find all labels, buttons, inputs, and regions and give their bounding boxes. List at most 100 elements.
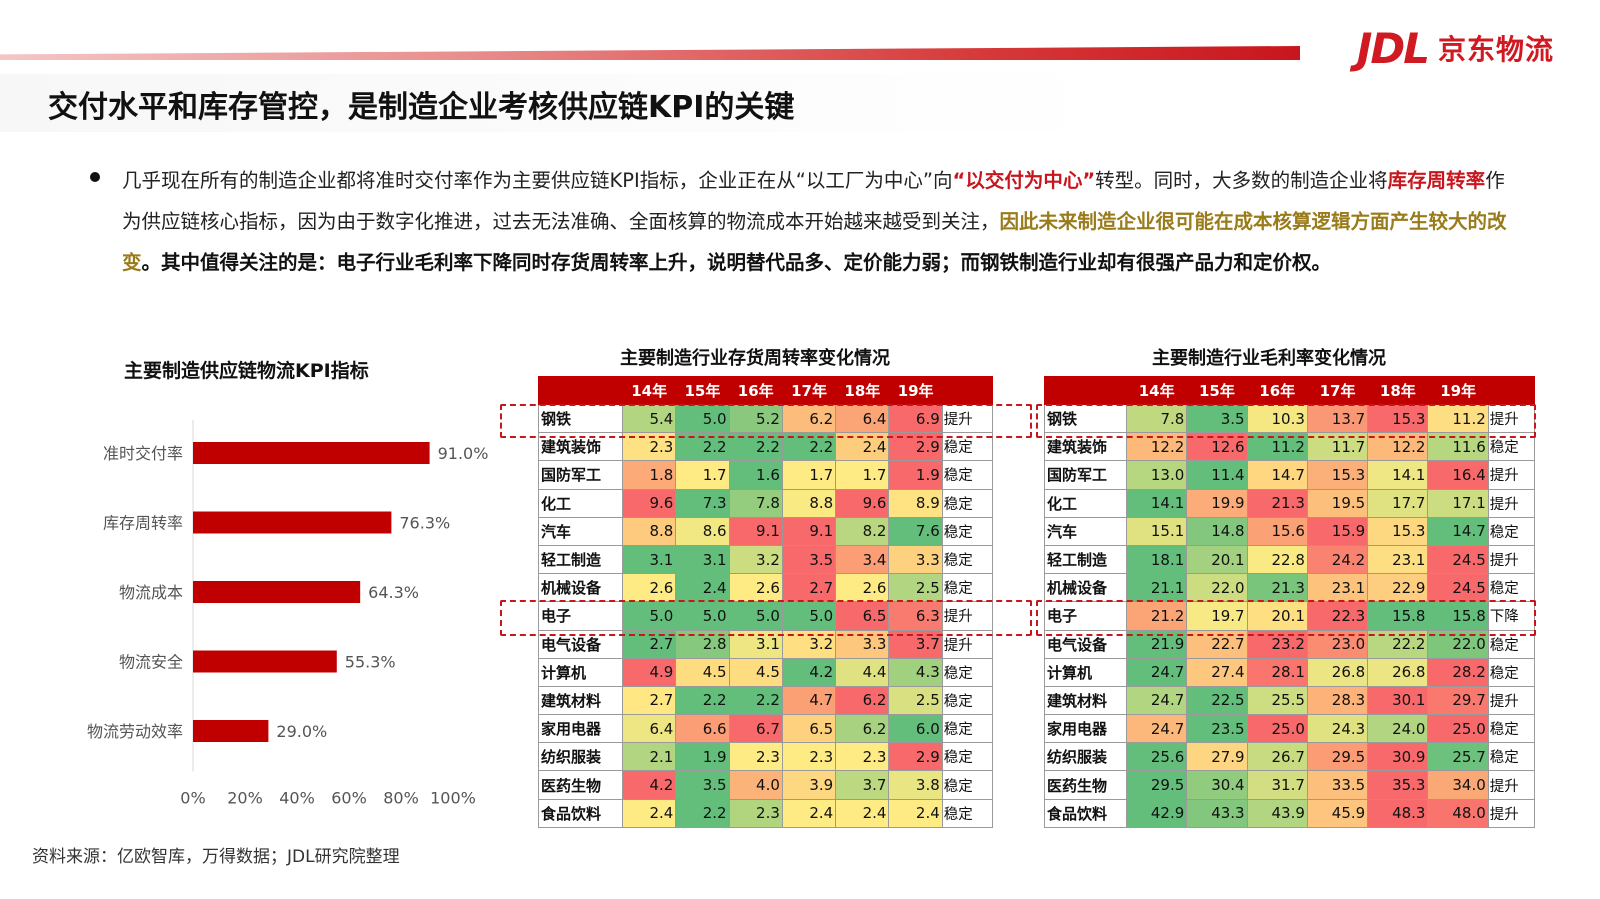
value-cell: 15.3	[1367, 516, 1429, 546]
row-name-cell: 化工	[1044, 488, 1127, 518]
value-cell: 1.7	[835, 460, 890, 490]
header-year-cell: 16年	[1246, 376, 1308, 405]
category-label: 物流劳动效率	[87, 722, 183, 741]
value-cell: 5.0	[675, 601, 730, 631]
trend-cell: 稳定	[941, 685, 993, 716]
value-cell: 2.2	[675, 685, 730, 716]
value-cell: 24.5	[1427, 573, 1489, 603]
table-row: 纺织服装 2.1 1.9 2.3 2.3 2.3 2.9 稳定	[538, 742, 993, 772]
value-cell: 4.7	[781, 685, 837, 716]
value-cell: 20.1	[1186, 544, 1248, 575]
value-cell: 22.5	[1186, 685, 1248, 716]
value-cell: 3.4	[835, 544, 890, 575]
value-cell: 3.5	[675, 770, 730, 800]
value-cell: 2.6	[621, 573, 677, 603]
header-year-cell: 15年	[675, 376, 730, 405]
x-tick-label: 40%	[279, 789, 315, 808]
table-row: 汽车 8.8 8.6 9.1 9.1 8.2 7.6 稳定	[538, 516, 993, 546]
value-cell: 2.5	[888, 685, 943, 716]
kpi-bar-chart: 准时交付率 91.0% 库存周转率 76.3% 物流成本 64.3% 物流安全 55.3% 物流…	[87, 420, 488, 808]
value-cell: 25.6	[1125, 742, 1188, 772]
value-cell: 14.7	[1427, 516, 1489, 546]
value-cell: 15.6	[1246, 516, 1308, 546]
row-name-cell: 建筑材料	[538, 685, 623, 716]
header-cell-trend	[941, 376, 993, 405]
row-name-cell: 机械设备	[538, 573, 623, 603]
value-cell: 14.7	[1246, 460, 1308, 490]
value-cell: 45.9	[1306, 798, 1369, 828]
table-row: 计算机 24.7 27.4 28.1 26.8 26.8 28.2 稳定	[1044, 657, 1535, 687]
category-label: 库存周转率	[103, 514, 183, 533]
x-tick-label: 80%	[383, 789, 419, 808]
table-row: 化工 14.1 19.9 21.3 19.5 17.7 17.1 提升	[1044, 488, 1535, 518]
row-name-cell: 纺织服装	[1044, 742, 1127, 772]
value-cell: 12.2	[1367, 432, 1429, 462]
value-cell: 8.6	[675, 516, 730, 546]
value-cell: 5.0	[781, 601, 837, 631]
brand-name: 京东物流	[1437, 33, 1554, 66]
table-row: 家用电器 6.4 6.6 6.7 6.5 6.2 6.0 稳定	[538, 714, 993, 744]
value-cell: 7.8	[1125, 403, 1188, 434]
trend-cell: 稳定	[941, 573, 993, 603]
trend-cell: 稳定	[941, 657, 993, 687]
row-name-cell: 钢铁	[1044, 403, 1127, 434]
table-row: 计算机 4.9 4.5 4.5 4.2 4.4 4.3 稳定	[538, 657, 993, 687]
value-cell: 15.8	[1367, 601, 1429, 631]
brand-mark: JDL	[1356, 23, 1430, 73]
header-year-cell: 17年	[1306, 376, 1369, 405]
table-header-row: 14年 15年 16年 17年 18年 19年	[538, 376, 993, 405]
data-label: 29.0%	[276, 722, 327, 741]
table-row: 建筑材料 2.7 2.2 2.2 4.7 6.2 2.5 稳定	[538, 685, 993, 716]
row-name-cell: 建筑材料	[1044, 685, 1127, 716]
trend-cell: 提升	[1487, 403, 1535, 434]
row-name-cell: 机械设备	[1044, 573, 1127, 603]
value-cell: 3.1	[621, 544, 677, 575]
value-cell: 42.9	[1125, 798, 1188, 828]
para-highlight-delivery: “以交付为中心”	[952, 169, 1096, 192]
value-cell: 9.6	[835, 488, 890, 518]
data-label: 76.3%	[399, 514, 450, 533]
x-tick-label: 100%	[430, 789, 476, 808]
table-row: 轻工制造 3.1 3.1 3.2 3.5 3.4 3.3 稳定	[538, 544, 993, 575]
row-name-cell: 家用电器	[538, 714, 623, 744]
table-row: 电子 21.2 19.7 20.1 22.3 15.8 15.8 下降	[1044, 601, 1535, 631]
data-label: 55.3%	[345, 653, 396, 672]
value-cell: 7.8	[728, 488, 783, 518]
value-cell: 15.1	[1125, 516, 1188, 546]
value-cell: 4.0	[728, 770, 783, 800]
highlight-frame-electronics-left	[500, 600, 1032, 636]
para-highlight-cost: 因此未来制造企业很可能在成本核算逻辑方面产生较大的改变	[122, 210, 1507, 274]
row-name-cell: 纺织服装	[538, 742, 623, 772]
value-cell: 4.3	[888, 657, 943, 687]
value-cell: 28.3	[1306, 685, 1369, 716]
table-row: 机械设备 21.1 22.0 21.3 23.1 22.9 24.5 稳定	[1044, 573, 1535, 603]
trend-cell: 下降	[1487, 601, 1535, 631]
value-cell: 6.2	[835, 714, 890, 744]
value-cell: 29.5	[1306, 742, 1369, 772]
value-cell: 1.9	[675, 742, 730, 772]
value-cell: 19.7	[1186, 601, 1248, 631]
value-cell: 14.1	[1125, 488, 1188, 518]
value-cell: 30.4	[1186, 770, 1248, 800]
value-cell: 1.7	[781, 460, 837, 490]
trend-cell: 稳定	[941, 742, 993, 772]
para-highlight-turnover: 库存周转率	[1387, 169, 1486, 192]
value-cell: 6.2	[835, 685, 890, 716]
value-cell: 3.3	[835, 629, 890, 659]
value-cell: 21.3	[1246, 573, 1308, 603]
value-cell: 23.1	[1367, 544, 1429, 575]
data-label: 64.3%	[368, 583, 419, 602]
table-row: 轻工制造 18.1 20.1 22.8 24.2 23.1 24.5 提升	[1044, 544, 1535, 575]
value-cell: 1.9	[888, 460, 943, 490]
value-cell: 3.3	[888, 544, 943, 575]
category-label: 物流成本	[119, 583, 183, 602]
header-cell-blank	[538, 376, 623, 405]
value-cell: 1.7	[675, 460, 730, 490]
trend-cell: 提升	[941, 601, 993, 631]
value-cell: 19.9	[1186, 488, 1248, 518]
trend-cell: 提升	[941, 403, 993, 434]
value-cell: 2.3	[728, 798, 783, 828]
header-cell-trend	[1487, 376, 1535, 405]
value-cell: 20.1	[1246, 601, 1308, 631]
value-cell: 22.8	[1246, 544, 1308, 575]
